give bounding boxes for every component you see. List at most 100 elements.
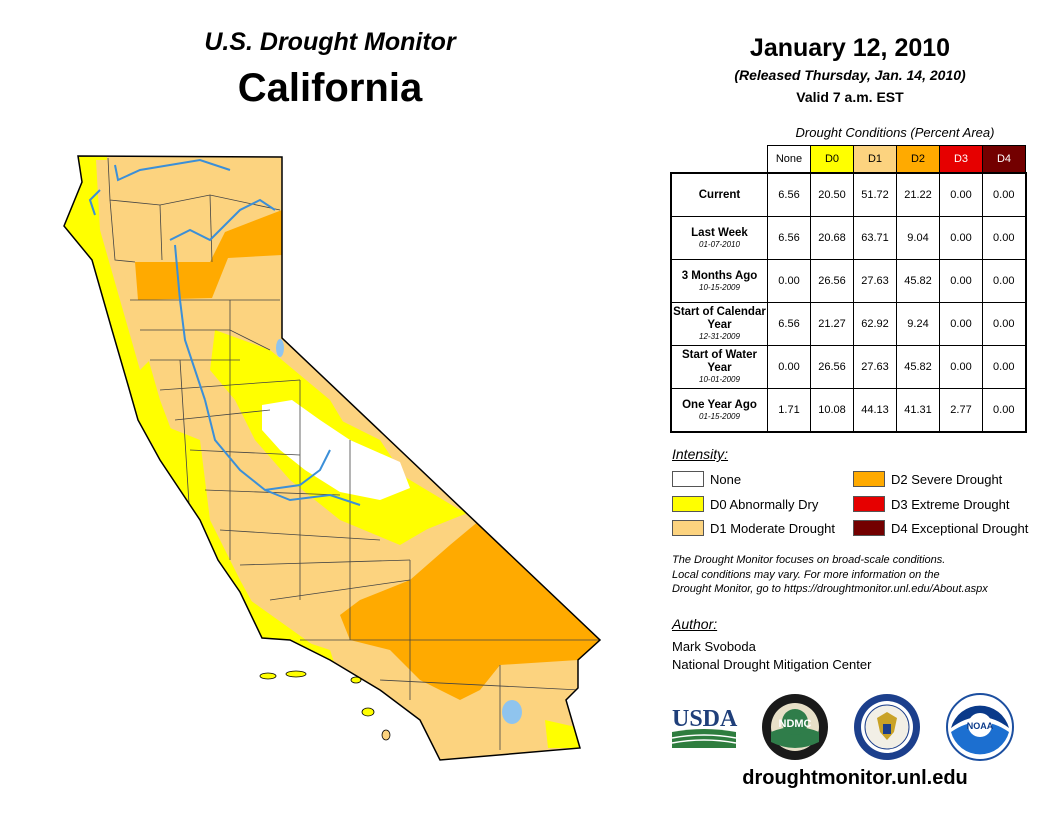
table-cell: 45.82 bbox=[896, 345, 940, 389]
table-cell: 0.00 bbox=[982, 388, 1027, 433]
row-label: Last Week 01-07-2010 bbox=[670, 216, 768, 260]
table-cell: 0.00 bbox=[767, 345, 811, 389]
conditions-caption: Drought Conditions (Percent Area) bbox=[795, 125, 995, 140]
table-cell: 0.00 bbox=[939, 259, 983, 303]
none-area bbox=[262, 400, 410, 500]
table-cell: 21.22 bbox=[896, 172, 940, 217]
legend-item-d2: D2 Severe Drought bbox=[853, 471, 1002, 487]
row-label: Current bbox=[670, 172, 768, 217]
drought-categories bbox=[64, 156, 600, 760]
legend-item-d0: D0 Abnormally Dry bbox=[672, 496, 818, 512]
row-label: Start of Calendar Year 12-31-2009 bbox=[670, 302, 768, 346]
county-boundaries bbox=[107, 157, 600, 750]
table-cell: 63.71 bbox=[853, 216, 897, 260]
usda-logo: USDA bbox=[671, 706, 738, 748]
table-cell: 20.50 bbox=[810, 172, 854, 217]
legend-swatch bbox=[853, 496, 885, 512]
legend-swatch bbox=[672, 520, 704, 536]
d1-north-coast bbox=[96, 160, 150, 370]
table-row: Last Week 01-07-2010 6.56 20.68 63.71 9.04 0.0… bbox=[670, 216, 1027, 260]
commerce-seal-logo bbox=[854, 694, 920, 760]
table-cell: 0.00 bbox=[939, 302, 983, 346]
noaa-logo: NOAA bbox=[946, 693, 1014, 761]
table-cell: 45.82 bbox=[896, 259, 940, 303]
table-cell: 9.24 bbox=[896, 302, 940, 346]
table-cell: 0.00 bbox=[939, 172, 983, 217]
map-title: U.S. Drought Monitor bbox=[204, 28, 456, 56]
table-cell: 27.63 bbox=[853, 259, 897, 303]
d2-south bbox=[340, 520, 600, 700]
legend-item-d4: D4 Exceptional Drought bbox=[853, 520, 1028, 536]
table-cell: 0.00 bbox=[982, 259, 1027, 303]
table-cell: 9.04 bbox=[896, 216, 940, 260]
column-header-d1: D1 bbox=[853, 145, 897, 174]
column-header-d0: D0 bbox=[810, 145, 854, 174]
note-text: The Drought Monitor focuses on broad-sca… bbox=[672, 554, 988, 595]
valid-time: Valid 7 a.m. EST bbox=[796, 89, 904, 105]
legend-item-d3: D3 Extreme Drought bbox=[853, 496, 1010, 512]
author-name: Mark Svoboda bbox=[672, 639, 756, 654]
legend-swatch bbox=[853, 471, 885, 487]
released-date: (Released Thursday, Jan. 14, 2010) bbox=[734, 67, 966, 83]
column-header-d3: D3 bbox=[939, 145, 983, 174]
table-cell: 6.56 bbox=[767, 172, 811, 217]
table-cell: 0.00 bbox=[982, 216, 1027, 260]
table-cell: 20.68 bbox=[810, 216, 854, 260]
row-label: Start of Water Year 10-01-2009 bbox=[670, 345, 768, 389]
svg-text:USDA: USDA bbox=[672, 706, 738, 732]
table-body: Current 6.56 20.50 51.72 21.22 0.00 0.00 Last W… bbox=[670, 172, 1027, 433]
legend-swatch bbox=[853, 520, 885, 536]
svg-text:NDMC: NDMC bbox=[779, 718, 812, 730]
table-cell: 51.72 bbox=[853, 172, 897, 217]
table-row: Current 6.56 20.50 51.72 21.22 0.00 0.00 bbox=[670, 172, 1027, 217]
d2-north bbox=[135, 210, 282, 300]
column-header-none: None bbox=[767, 145, 811, 174]
table-cell: 1.71 bbox=[767, 388, 811, 433]
table-row: Start of Water Year 10-01-2009 0.00 26.56 27… bbox=[670, 345, 1027, 389]
legend-swatch bbox=[672, 496, 704, 512]
state-outline bbox=[63, 155, 602, 761]
table-cell: 0.00 bbox=[767, 259, 811, 303]
salton-sea bbox=[502, 700, 522, 724]
website-url: droughtmonitor.unl.edu bbox=[742, 767, 968, 789]
table-cell: 10.08 bbox=[810, 388, 854, 433]
table-cell: 21.27 bbox=[810, 302, 854, 346]
table-cell: 2.77 bbox=[939, 388, 983, 433]
rivers bbox=[88, 158, 361, 506]
table-cell: 44.13 bbox=[853, 388, 897, 433]
region-title: California bbox=[237, 66, 423, 110]
row-label: One Year Ago 01-15-2009 bbox=[670, 388, 768, 433]
table-cell: 26.56 bbox=[810, 345, 854, 389]
legend-item-d1: D1 Moderate Drought bbox=[672, 520, 835, 536]
d0-central-coast bbox=[150, 420, 340, 680]
table-cell: 0.00 bbox=[982, 172, 1027, 217]
table-cell: 0.00 bbox=[982, 345, 1027, 389]
table-cell: 0.00 bbox=[982, 302, 1027, 346]
table-header-row: None D0 D1 D2 D3 D4 bbox=[671, 145, 1026, 174]
table-cell: 0.00 bbox=[939, 345, 983, 389]
table-cell: 26.56 bbox=[810, 259, 854, 303]
table-cell: 41.31 bbox=[896, 388, 940, 433]
author-org: National Drought Mitigation Center bbox=[672, 657, 872, 672]
table-cell: 62.92 bbox=[853, 302, 897, 346]
table-cell: 27.63 bbox=[853, 345, 897, 389]
table-cell: 6.56 bbox=[767, 302, 811, 346]
california-drought-map bbox=[63, 155, 602, 761]
column-header-d4: D4 bbox=[982, 145, 1026, 174]
legend-title: Intensity: bbox=[672, 446, 729, 462]
column-header-d2: D2 bbox=[896, 145, 940, 174]
svg-text:NOAA: NOAA bbox=[967, 721, 994, 731]
table-cell: 0.00 bbox=[939, 216, 983, 260]
row-label: 3 Months Ago 10-15-2009 bbox=[670, 259, 768, 303]
table-row: One Year Ago 01-15-2009 1.71 10.08 44.13 41.3… bbox=[670, 388, 1027, 433]
channel-island bbox=[259, 672, 277, 680]
author-title: Author: bbox=[672, 616, 718, 632]
lake-tahoe bbox=[276, 339, 284, 357]
table-row: 3 Months Ago 10-15-2009 0.00 26.56 27.63 45.8… bbox=[670, 259, 1027, 303]
legend-item-none: None bbox=[672, 471, 741, 487]
table-row: Start of Calendar Year 12-31-2009 6.56 21.2… bbox=[670, 302, 1027, 346]
ndmc-logo: NDMC bbox=[762, 694, 828, 760]
valid-date: January 12, 2010 bbox=[749, 34, 951, 62]
table-cell: 6.56 bbox=[767, 216, 811, 260]
drought-conditions-table: None D0 D1 D2 D3 D4 Current 6.56 20.50 51.72 21.2… bbox=[670, 145, 1027, 433]
